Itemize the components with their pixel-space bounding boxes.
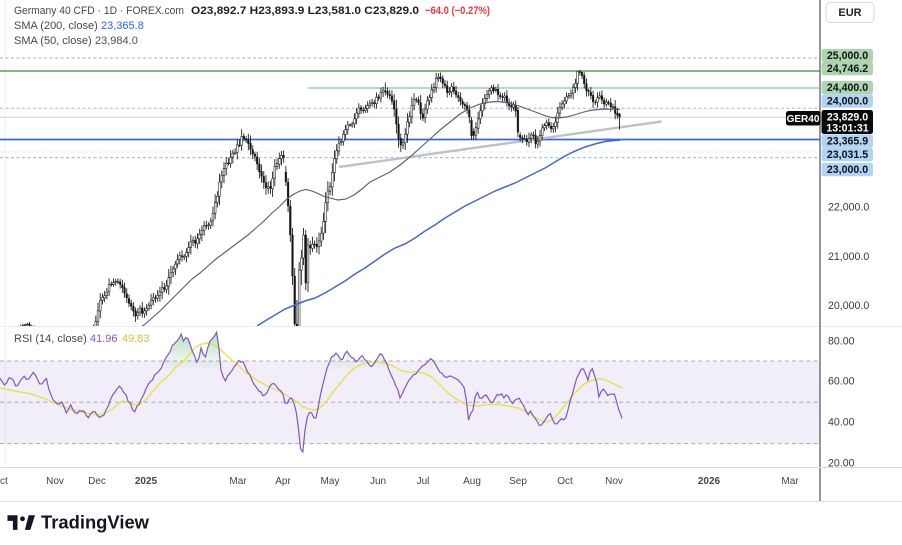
svg-text:Nov: Nov [46,476,64,487]
svg-text:24,000.0: 24,000.0 [827,96,868,108]
svg-text:May: May [321,476,340,487]
svg-text:25,000.0: 25,000.0 [827,50,868,62]
svg-text:Oct: Oct [0,476,8,487]
svg-text:20,000.0: 20,000.0 [828,300,869,312]
svg-text:O23,892.7 H23,893.9 L23,581.0: O23,892.7 H23,893.9 L23,581.0 C23,829.0 [191,5,419,17]
svg-text:Mar: Mar [229,476,247,487]
svg-text:23,365.9: 23,365.9 [827,136,868,148]
svg-text:24,746.2: 24,746.2 [827,63,868,75]
svg-text:2026: 2026 [698,476,721,487]
svg-text:−64.0 (−0.27%): −64.0 (−0.27%) [425,5,490,17]
svg-text:Jun: Jun [370,476,386,487]
svg-text:13:01:31: 13:01:31 [826,123,869,135]
svg-text:40.00: 40.00 [828,417,855,429]
svg-text:TradingView: TradingView [41,512,150,533]
svg-text:SMA (50, close): SMA (50, close) [14,35,92,47]
svg-text:RSI (14, close): RSI (14, close) [14,333,87,345]
svg-text:23,031.5: 23,031.5 [827,149,868,161]
svg-text:EUR: EUR [838,7,861,19]
svg-text:21,000.0: 21,000.0 [828,251,869,263]
svg-text:41.96: 41.96 [90,333,118,345]
svg-text:Aug: Aug [463,476,481,487]
svg-text:60.00: 60.00 [828,376,855,388]
svg-text:2025: 2025 [135,476,158,487]
svg-text:23,000.0: 23,000.0 [827,164,868,176]
svg-text:Jul: Jul [417,476,430,487]
svg-text:Dec: Dec [88,476,106,487]
svg-text:SMA (200, close): SMA (200, close) [14,20,98,32]
svg-text:80.00: 80.00 [828,336,855,348]
svg-text:Nov: Nov [605,476,623,487]
svg-text:Germany 40 CFD · 1D · FOREX.co: Germany 40 CFD · 1D · FOREX.com [14,5,184,17]
svg-text:Sep: Sep [509,476,527,487]
svg-text:Mar: Mar [781,476,799,487]
svg-text:22,000.0: 22,000.0 [828,202,869,214]
svg-text:GER40: GER40 [787,114,820,125]
svg-text:23,829.0: 23,829.0 [827,111,868,123]
svg-text:49.83: 49.83 [122,333,150,345]
svg-text:Apr: Apr [275,476,291,487]
svg-text:23,984.0: 23,984.0 [95,35,138,47]
svg-text:23,365.8: 23,365.8 [101,20,144,32]
svg-text:24,400.0: 24,400.0 [827,82,868,94]
svg-text:20.00: 20.00 [828,458,855,470]
svg-text:Oct: Oct [557,476,573,487]
